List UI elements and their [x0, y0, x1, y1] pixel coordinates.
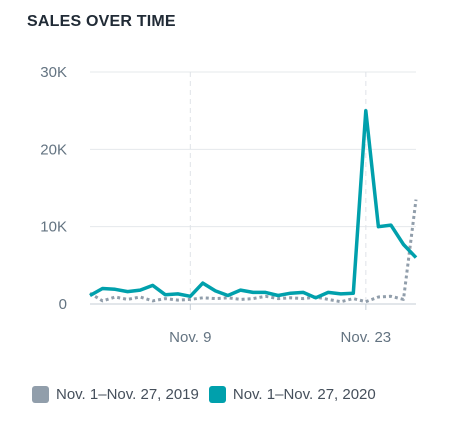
y-tick-label: 20K [40, 141, 67, 158]
legend-item-2020[interactable]: Nov. 1–Nov. 27, 2020 [208, 386, 376, 403]
legend-swatch-2020 [208, 386, 226, 403]
y-tick-label: 10K [40, 219, 67, 236]
y-tick-label: 0 [59, 296, 67, 313]
legend-swatch-2019 [32, 386, 49, 403]
legend-item-2019[interactable]: Nov. 1–Nov. 27, 2019 [32, 386, 199, 403]
chart-title: SALES OVER TIME [27, 13, 176, 30]
chart-grid [90, 71, 416, 310]
x-axis: Nov. 9 Nov. 23 [169, 329, 391, 346]
chart-series [89, 108, 418, 304]
y-axis: 0 10K 20K 30K [40, 64, 67, 313]
sales-line-chart: 0 10K 20K 30K Nov. 9 Nov. 23 [40, 64, 418, 346]
legend-label-2019: Nov. 1–Nov. 27, 2019 [56, 386, 199, 403]
y-tick-label: 30K [40, 64, 67, 81]
chart-legend: Nov. 1–Nov. 27, 2019 Nov. 1–Nov. 27, 202… [32, 386, 386, 403]
x-tick-label: Nov. 23 [341, 329, 392, 346]
series-line-2020[interactable] [89, 108, 418, 300]
series-line-2019[interactable] [89, 199, 418, 304]
x-tick-label: Nov. 9 [169, 329, 211, 346]
legend-label-2020: Nov. 1–Nov. 27, 2020 [232, 386, 376, 403]
